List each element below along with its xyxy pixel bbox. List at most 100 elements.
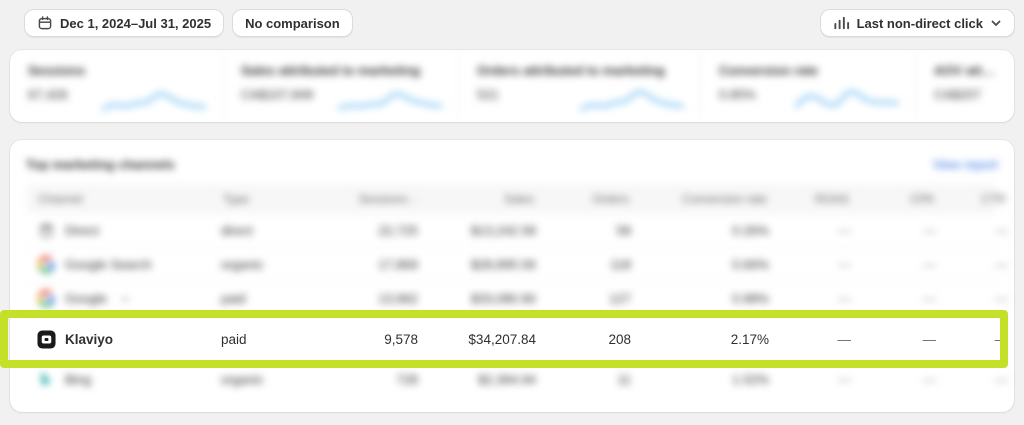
cell-roas: —	[838, 371, 851, 387]
table-row-bing[interactable]: Bing organic 728 $2,394.94 11 1.52% — — …	[26, 362, 1008, 396]
sparkline-chart	[337, 91, 443, 111]
sparkline-chart	[101, 91, 207, 112]
cell-channel: Klaviyo	[36, 329, 221, 349]
cell-ctr: —	[995, 371, 1008, 387]
column-header-conversion-rate[interactable]: Conversion rate	[682, 192, 767, 206]
top-marketing-channels-card: Top marketing channels View report Chann…	[10, 140, 1014, 412]
cell-type: direct	[221, 223, 253, 238]
chevron-down-icon[interactable]	[120, 294, 130, 304]
metric-value: 67,426	[28, 87, 68, 102]
cell-roas: —	[838, 257, 851, 272]
metric-sales-attributed[interactable]: Sales attributed to marketing CA$107,849	[222, 50, 458, 122]
cell-sessions: 9,578	[384, 331, 418, 347]
comparison-button[interactable]: No comparison	[232, 9, 353, 37]
cell-sessions: 13,962	[378, 291, 418, 306]
metric-label: Conversion rate	[719, 63, 818, 78]
cell-roas: —	[838, 223, 851, 238]
google-icon	[36, 289, 56, 309]
table-row-klaviyo[interactable]: Klaviyo paid 9,578 $34,207.84 208 2.17% …	[26, 316, 1008, 362]
card-title: Top marketing channels	[26, 156, 175, 172]
cell-channel: Google Search	[36, 255, 221, 275]
table-row-google[interactable]: Google paid 13,962 $33,080.90 127 0.98% …	[26, 282, 1008, 316]
column-header-type[interactable]: Type	[223, 192, 250, 206]
metric-conversion-rate[interactable]: Conversion rate 0.85%	[700, 50, 915, 122]
cell-sessions: 728	[396, 371, 418, 387]
sparkline-chart	[579, 89, 685, 112]
cell-conversion-rate: 0.26%	[732, 223, 769, 238]
metric-value: CA$207	[934, 87, 981, 102]
cell-conversion-rate: 1.52%	[732, 371, 769, 387]
metric-label: Orders attributed to marketing	[477, 63, 665, 78]
column-header-sessions[interactable]: Sessions ↓	[358, 192, 417, 206]
metrics-summary-card: Sessions 67,426 Sales attributed to mark…	[10, 50, 1014, 122]
attribution-label: Last non-direct click	[856, 15, 983, 31]
cell-orders: 118	[610, 257, 631, 272]
cell-roas: —	[838, 291, 851, 306]
cell-channel: Bing	[36, 369, 221, 389]
cell-channel: Google	[36, 289, 221, 309]
cell-type: paid	[221, 291, 246, 306]
cell-roas: —	[837, 331, 852, 347]
metric-value: 0.85%	[719, 87, 756, 102]
cell-type: organic	[221, 371, 264, 387]
sparkline-chart	[794, 89, 900, 109]
cell-sales: $2,394.94	[478, 371, 536, 387]
cell-sessions: 17,869	[378, 257, 418, 272]
date-range-button[interactable]: Dec 1, 2024–Jul 31, 2025	[24, 9, 225, 37]
cell-cpa: —	[923, 291, 936, 306]
cell-type: organic	[221, 257, 264, 272]
date-range-label: Dec 1, 2024–Jul 31, 2025	[60, 15, 212, 31]
column-header-sales[interactable]: Sales	[503, 192, 534, 206]
table-row-google-search[interactable]: Google Search organic 17,869 $28,895.56 …	[26, 248, 1008, 282]
cell-orders: 208	[608, 331, 631, 347]
google-icon	[36, 255, 56, 275]
storefront-icon	[36, 221, 56, 241]
cell-sales: $28,895.56	[470, 257, 536, 272]
column-header-channel[interactable]: Channel	[38, 192, 83, 206]
cell-ctr: —	[995, 223, 1008, 238]
metric-sessions[interactable]: Sessions 67,426	[10, 50, 222, 122]
sort-descending-icon: ↓	[410, 194, 417, 206]
cell-cpa: —	[923, 371, 936, 387]
cell-ctr: —	[994, 331, 1009, 347]
metric-value: 521	[477, 87, 499, 102]
metric-orders-attributed[interactable]: Orders attributed to marketing 521	[458, 50, 700, 122]
metric-aov-attributed[interactable]: AOV att… CA$207	[915, 50, 1014, 122]
cell-orders: 11	[617, 371, 632, 387]
bar-chart-icon	[833, 15, 850, 31]
table-header-row: Channel Type Sessions ↓ Sales Orders Conv…	[26, 184, 1006, 214]
cell-orders: 127	[609, 291, 631, 306]
calendar-icon	[37, 15, 53, 31]
cell-conversion-rate: 2.17%	[730, 331, 769, 347]
column-header-ctr[interactable]: CTR	[981, 192, 1006, 206]
cell-sessions: 22,725	[378, 223, 418, 238]
bing-icon	[36, 369, 56, 389]
metric-label: AOV att…	[934, 63, 995, 78]
cell-conversion-rate: 0.98%	[732, 291, 769, 306]
cell-conversion-rate: 0.66%	[732, 257, 769, 272]
table-row-direct[interactable]: Direct direct 22,725 $13,242.58 58 0.26%…	[26, 214, 1008, 248]
metric-value: CA$107,849	[241, 87, 314, 102]
cell-orders: 58	[616, 223, 631, 238]
cell-sales: $13,242.58	[470, 223, 536, 238]
klaviyo-icon	[36, 329, 56, 349]
cell-channel: Direct	[36, 221, 221, 241]
metric-label: Sales attributed to marketing	[241, 63, 421, 78]
cell-cpa: —	[923, 257, 936, 272]
view-report-link[interactable]: View report	[932, 156, 998, 172]
top-toolbar: Dec 1, 2024–Jul 31, 2025 No comparison L…	[24, 8, 1015, 38]
cell-sales: $34,207.84	[468, 331, 536, 347]
column-header-cpa[interactable]: CPA	[910, 192, 934, 206]
cell-type: paid	[221, 331, 247, 347]
cell-cpa: —	[922, 331, 937, 347]
column-header-orders[interactable]: Orders	[592, 192, 629, 206]
cell-cpa: —	[923, 223, 936, 238]
cell-sales: $33,080.90	[470, 291, 536, 306]
metric-label: Sessions	[28, 63, 86, 78]
attribution-model-button[interactable]: Last non-direct click	[819, 9, 1015, 37]
comparison-label: No comparison	[245, 15, 340, 31]
cell-ctr: —	[995, 291, 1008, 306]
column-header-roas[interactable]: ROAS	[814, 192, 849, 206]
chevron-down-icon	[990, 17, 1002, 29]
